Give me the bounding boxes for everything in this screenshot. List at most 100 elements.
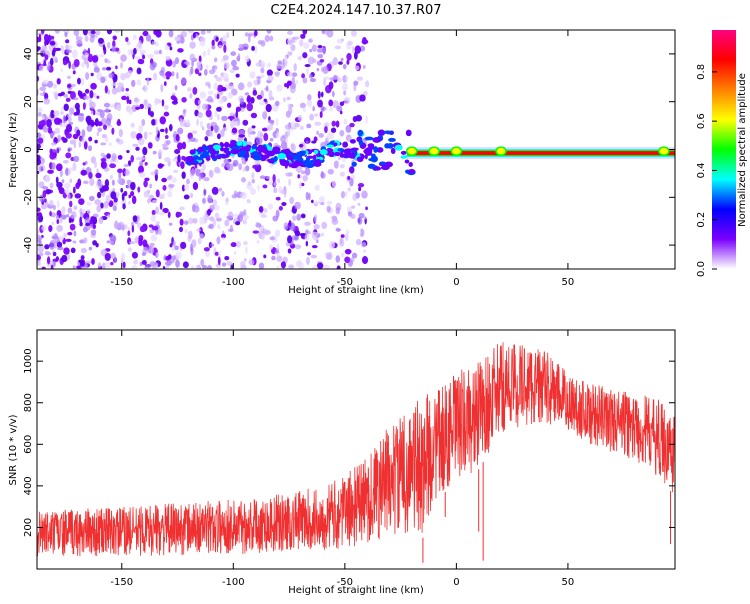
heatmap-cell — [211, 186, 219, 195]
heatmap-cell — [72, 155, 80, 163]
heatmap-cell — [162, 265, 166, 269]
heatmap-cell — [238, 47, 244, 52]
heatmap-cell — [349, 122, 355, 128]
heatmap-cell — [41, 266, 46, 269]
colorbar-tick-label: 0.2 — [696, 212, 707, 228]
heatmap-cell — [108, 142, 112, 147]
heatmap-cell — [142, 239, 148, 248]
heatmap-band-cell — [377, 129, 386, 136]
heatmap-cell — [37, 212, 43, 217]
heatmap-cell — [305, 191, 309, 201]
heatmap-cell — [130, 122, 135, 128]
heatmap-cell — [37, 207, 41, 212]
heatmap-cell — [308, 192, 311, 201]
heatmap-cell — [211, 45, 216, 50]
heatmap-cell — [159, 201, 163, 210]
heatmap-cell — [221, 163, 225, 168]
heatmap-cell — [331, 120, 337, 127]
snr-ytick-label: 200 — [23, 518, 34, 537]
colorbar-tick-label: 0.6 — [696, 113, 707, 129]
heatmap-cell — [292, 215, 297, 221]
heatmap-cell — [197, 64, 203, 71]
heatmap-cell — [54, 127, 61, 135]
heatmap-cell — [261, 127, 268, 132]
heatmap-cell — [37, 46, 41, 51]
heatmap-cell — [97, 262, 102, 269]
heatmap-cell — [203, 176, 210, 182]
heatmap-cell — [351, 252, 358, 259]
heatmap-cell — [37, 131, 42, 140]
heatmap-cell — [155, 118, 158, 126]
heatmap-cell — [221, 115, 228, 121]
heatmap-cell — [96, 131, 99, 137]
heatmap-cell — [344, 248, 352, 255]
heatmap-cell — [206, 265, 213, 269]
heatmap-cell — [308, 38, 313, 43]
heatmap-cell — [115, 65, 118, 70]
heatmap-cell — [244, 258, 247, 262]
heatmap-band-cell — [315, 159, 321, 164]
heatmap-cell — [69, 107, 75, 115]
heatmap-band-cell — [328, 151, 335, 158]
heatmap-cell — [287, 172, 293, 177]
heatmap-cell — [304, 167, 311, 176]
heatmap-cell — [51, 162, 56, 170]
heatmap-cell — [67, 113, 72, 119]
heatmap-cell — [184, 229, 189, 234]
heatmap-cell — [104, 261, 111, 268]
heatmap-cell — [72, 70, 76, 75]
heatmap-cell — [86, 119, 91, 126]
heatmap-cell — [59, 169, 63, 178]
heatmap-cell — [161, 99, 165, 107]
heatmap-cell — [343, 96, 351, 105]
heatmap-cell — [131, 225, 135, 233]
heatmap-cell — [100, 152, 105, 158]
heatmap-cell — [175, 133, 180, 142]
heatmap-band-cell — [273, 155, 278, 162]
heatmap-cell — [256, 75, 262, 80]
heatmap-cell — [311, 244, 318, 249]
heatmap-cell — [117, 168, 123, 174]
heatmap-cell — [45, 188, 52, 195]
heatmap-cell — [135, 146, 140, 151]
heatmap-cell — [153, 30, 160, 36]
heatmap-cell — [274, 72, 280, 77]
heatmap-cell — [38, 33, 42, 43]
heatmap-cell — [46, 256, 51, 265]
heatmap-cell — [264, 34, 270, 43]
heatmap-cell — [328, 99, 334, 107]
heatmap-cell — [37, 154, 41, 162]
heatmap-cell — [110, 82, 118, 87]
heatmap-band-cell — [380, 165, 390, 171]
heatmap-cell — [331, 218, 339, 225]
heatmap-cell — [109, 174, 113, 180]
heatmap-xtick-label: 0 — [453, 277, 459, 288]
heatmap-cell — [299, 39, 304, 47]
heatmap-cell — [61, 206, 66, 215]
heatmap-cell — [65, 44, 69, 51]
heatmap-cell — [77, 77, 81, 85]
strong-line-node — [658, 146, 670, 156]
heatmap-cell — [302, 175, 308, 182]
heatmap-band-cell — [297, 156, 302, 162]
heatmap-cell — [320, 201, 325, 206]
heatmap-cell — [260, 60, 266, 66]
heatmap-cell — [257, 130, 263, 139]
heatmap-cell — [204, 136, 209, 142]
heatmap-cell — [202, 197, 206, 204]
heatmap-band-cell — [207, 144, 214, 149]
colorbar-tick-label: 0.4 — [696, 162, 707, 178]
heatmap-cell — [287, 248, 292, 254]
heatmap-cell — [84, 52, 89, 58]
heatmap-cell — [172, 240, 176, 247]
heatmap-cell — [126, 149, 130, 154]
heatmap-cell — [61, 136, 65, 141]
heatmap-cell — [290, 143, 297, 153]
heatmap-cell — [159, 116, 166, 125]
heatmap-cell — [61, 179, 65, 184]
heatmap-cell — [246, 199, 251, 204]
heatmap-cell — [181, 155, 185, 161]
heatmap-cell — [264, 229, 271, 235]
heatmap-cell — [249, 188, 257, 195]
heatmap-cell — [300, 33, 306, 39]
